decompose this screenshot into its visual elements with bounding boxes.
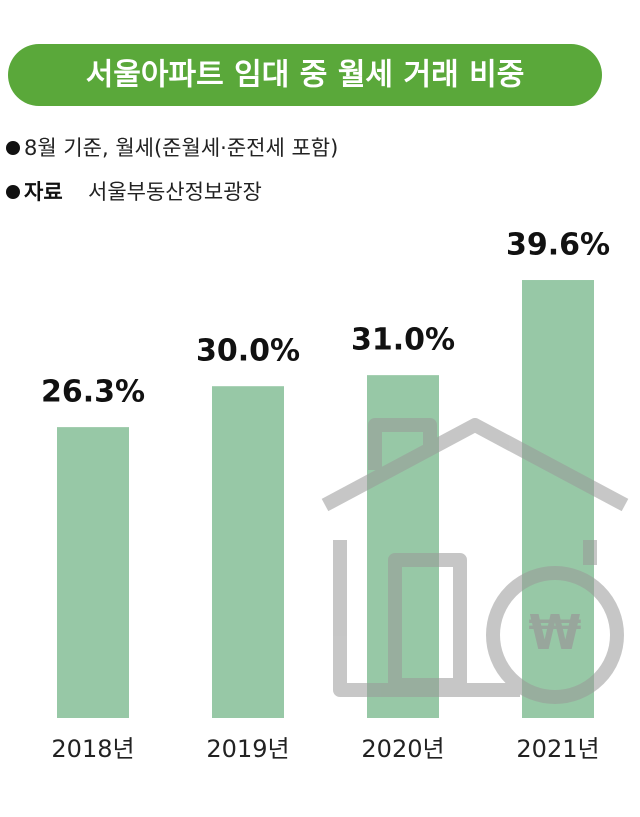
bullet (6, 185, 20, 199)
value-label: 26.3% (41, 375, 145, 410)
title-pill (8, 44, 602, 106)
source-label: 자료 (24, 180, 63, 204)
x-tick-label: 2021년 (516, 735, 599, 763)
chart-title: 서울아파트 임대 중 월세 거래 비중 (86, 58, 525, 93)
subtitle: 8월 기준, 월세(준월세·준전세 포함) (24, 136, 338, 160)
x-tick-label: 2019년 (206, 735, 289, 763)
bullet (6, 141, 20, 155)
bar (212, 386, 284, 718)
value-label: 39.6% (506, 228, 610, 263)
x-tick-label: 2018년 (51, 735, 134, 763)
bar (522, 280, 594, 718)
x-tick-label: 2020년 (361, 735, 444, 763)
won-icon: ₩ (529, 605, 582, 661)
bar (57, 427, 129, 718)
value-label: 30.0% (196, 334, 300, 369)
source: 서울부동산정보광장 (88, 180, 262, 204)
house-icon (321, 418, 629, 704)
value-label: 31.0% (351, 323, 455, 358)
